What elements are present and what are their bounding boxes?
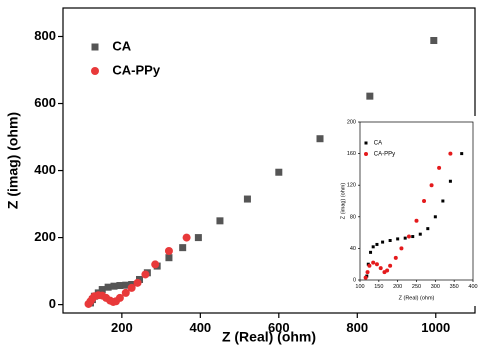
x-tick-label: 350 (450, 284, 459, 290)
y-tick-label: 0 (49, 296, 56, 311)
legend-label: CA (374, 141, 382, 147)
data-point (127, 283, 136, 292)
data-point (371, 245, 375, 249)
x-tick-label: 1000 (421, 320, 450, 335)
data-point (403, 236, 407, 240)
data-point (429, 183, 434, 188)
data-point (369, 250, 373, 254)
data-point (448, 179, 452, 183)
y-tick-label: 200 (34, 229, 56, 244)
y-tick-label: 800 (34, 28, 56, 43)
data-point (375, 242, 379, 246)
inset-background (342, 116, 477, 306)
y-tick-label: 120 (347, 183, 356, 189)
data-point (430, 37, 438, 45)
y-tick-label: 400 (34, 162, 56, 177)
data-point (371, 260, 376, 265)
data-point (275, 168, 283, 176)
data-point (110, 282, 118, 290)
x-tick-label: 200 (393, 284, 402, 290)
x-tick-label: 300 (431, 284, 440, 290)
inset-plot: 100 150 200 250 300 350 400 0 40 80 120 160 200 Z (Re… (340, 116, 478, 306)
legend-label: CA (112, 38, 131, 53)
legend-label: CA-PPy (374, 152, 395, 158)
y-tick-label: 80 (350, 214, 356, 220)
x-tick-label: 250 (412, 284, 421, 290)
data-point (378, 266, 383, 271)
data-point (116, 282, 124, 290)
data-point (426, 227, 430, 231)
data-point (98, 286, 106, 294)
data-point (366, 92, 374, 100)
x-tick-label: 800 (346, 320, 368, 335)
data-point (151, 260, 160, 269)
data-point (243, 195, 251, 203)
data-point (385, 268, 390, 273)
data-point (179, 244, 187, 252)
data-point (388, 263, 393, 268)
x-axis-title: Z (Real) (ohm) (399, 295, 435, 301)
data-point (460, 152, 464, 156)
data-point (365, 270, 370, 275)
data-point (433, 215, 437, 219)
x-tick-label: 150 (374, 284, 383, 290)
data-point (104, 283, 112, 291)
x-tick-label: 400 (189, 320, 211, 335)
data-point (115, 293, 124, 302)
data-point (316, 135, 324, 143)
y-tick-label: 40 (350, 246, 356, 252)
y-tick-label: 0 (353, 277, 356, 283)
data-point (133, 278, 142, 287)
data-point (418, 232, 422, 236)
data-point (381, 240, 385, 244)
y-tick-label: 160 (347, 151, 356, 157)
x-tick-label: 100 (355, 284, 364, 290)
data-point (121, 288, 130, 297)
y-axis-title: Z (imag) (ohm) (5, 112, 21, 209)
x-axis-title: Z (Real) (ohm) (222, 329, 316, 345)
data-point (216, 217, 224, 225)
data-point (374, 262, 379, 267)
data-point (411, 235, 415, 239)
data-point (182, 233, 191, 242)
data-point (165, 254, 173, 262)
x-tick-label: 200 (111, 320, 133, 335)
x-tick-label: 600 (268, 320, 290, 335)
data-point (422, 199, 427, 203)
data-point (388, 239, 392, 242)
data-point (448, 151, 453, 156)
data-point (393, 255, 398, 260)
legend-marker (364, 141, 368, 145)
y-tick-label: 600 (34, 95, 56, 110)
data-point (141, 270, 150, 279)
legend-marker (91, 43, 99, 51)
data-point (122, 281, 130, 289)
legend-marker (364, 152, 368, 156)
data-point (414, 218, 419, 223)
data-point (441, 199, 445, 203)
data-point (396, 237, 400, 241)
data-point (406, 234, 411, 239)
data-point (437, 165, 442, 170)
legend-marker (91, 67, 99, 75)
data-point (367, 263, 372, 268)
data-point (194, 234, 202, 242)
y-axis-title: Z (imag) (ohm) (340, 183, 346, 220)
data-point (399, 246, 404, 251)
y-tick-label: 200 (347, 119, 356, 125)
data-point (164, 246, 173, 255)
legend-label: CA-PPy (112, 62, 160, 77)
x-tick-label: 400 (468, 284, 477, 290)
data-point (363, 275, 368, 280)
